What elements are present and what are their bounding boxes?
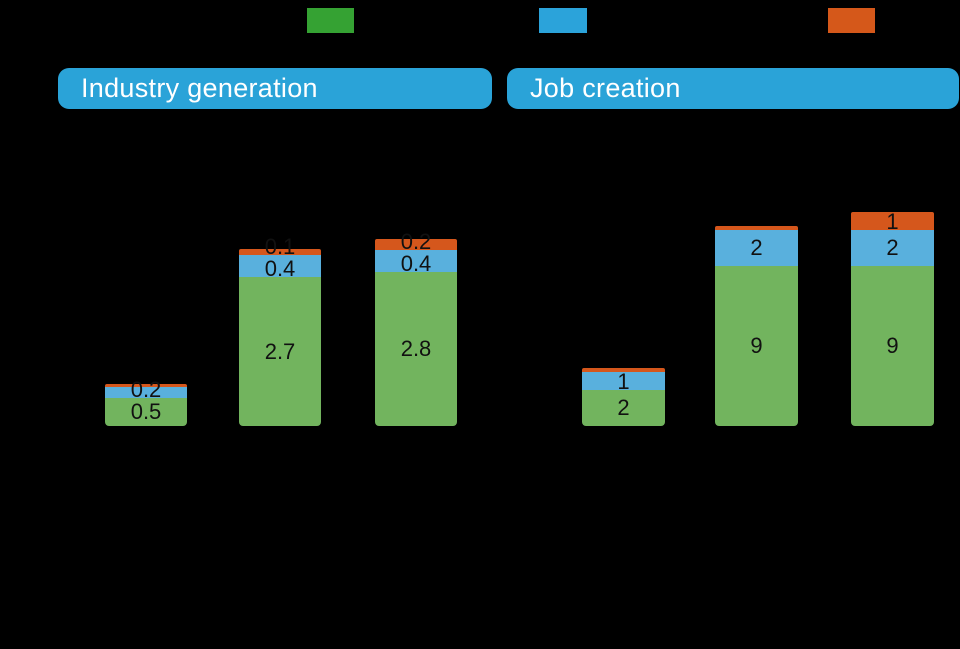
bar-segment-label: 2	[750, 235, 763, 260]
orange-series-swatch	[828, 8, 875, 33]
bar-segment-blue: 0.4	[239, 255, 321, 280]
bar-segment-orange: 0.2	[375, 231, 457, 253]
bar-segment-label: 9	[750, 333, 763, 358]
bar-segment-green: 2.8	[375, 272, 457, 426]
bar-segment-label: 2	[886, 235, 899, 260]
blue-series-swatch	[539, 8, 587, 33]
bar-segment-orange: 1	[851, 211, 934, 233]
panel-title-industry-generation: Industry generation	[58, 68, 492, 109]
bar-segment-blue: 2	[851, 230, 934, 266]
bar-segment-green: 2.7	[239, 277, 321, 426]
bar-segment-green: 2	[582, 390, 665, 426]
panel-title-job-creation: Job creation	[507, 68, 959, 109]
bar-segment-blue: 1	[582, 371, 665, 393]
bar: 0.2 0.5	[105, 379, 187, 426]
bar-segment-label: 9	[886, 333, 899, 358]
bar-segment-blue: 2	[715, 230, 798, 266]
bar-segment-orange	[582, 368, 665, 372]
bar-segment-blue: 0.4	[375, 250, 457, 275]
bar: 0.1 0.4 2.7	[239, 236, 321, 426]
bar: 0.2 0.4 2.8	[375, 231, 457, 426]
bar-segment-orange	[715, 226, 798, 230]
bar-segment-label: 2.8	[400, 336, 432, 361]
bar-segment-green: 9	[715, 266, 798, 426]
bar-segment-blue: 0.2	[105, 379, 187, 401]
bar-segment-label: 0.5	[130, 399, 162, 424]
bar-segment-green: 0.5	[105, 398, 187, 426]
bar-segment-label: 2	[617, 395, 630, 420]
bar-segment-label: 2.7	[264, 338, 296, 364]
bar-segment-green: 9	[851, 266, 934, 426]
green-series-swatch	[307, 8, 354, 33]
bar-segment-orange	[105, 384, 187, 387]
